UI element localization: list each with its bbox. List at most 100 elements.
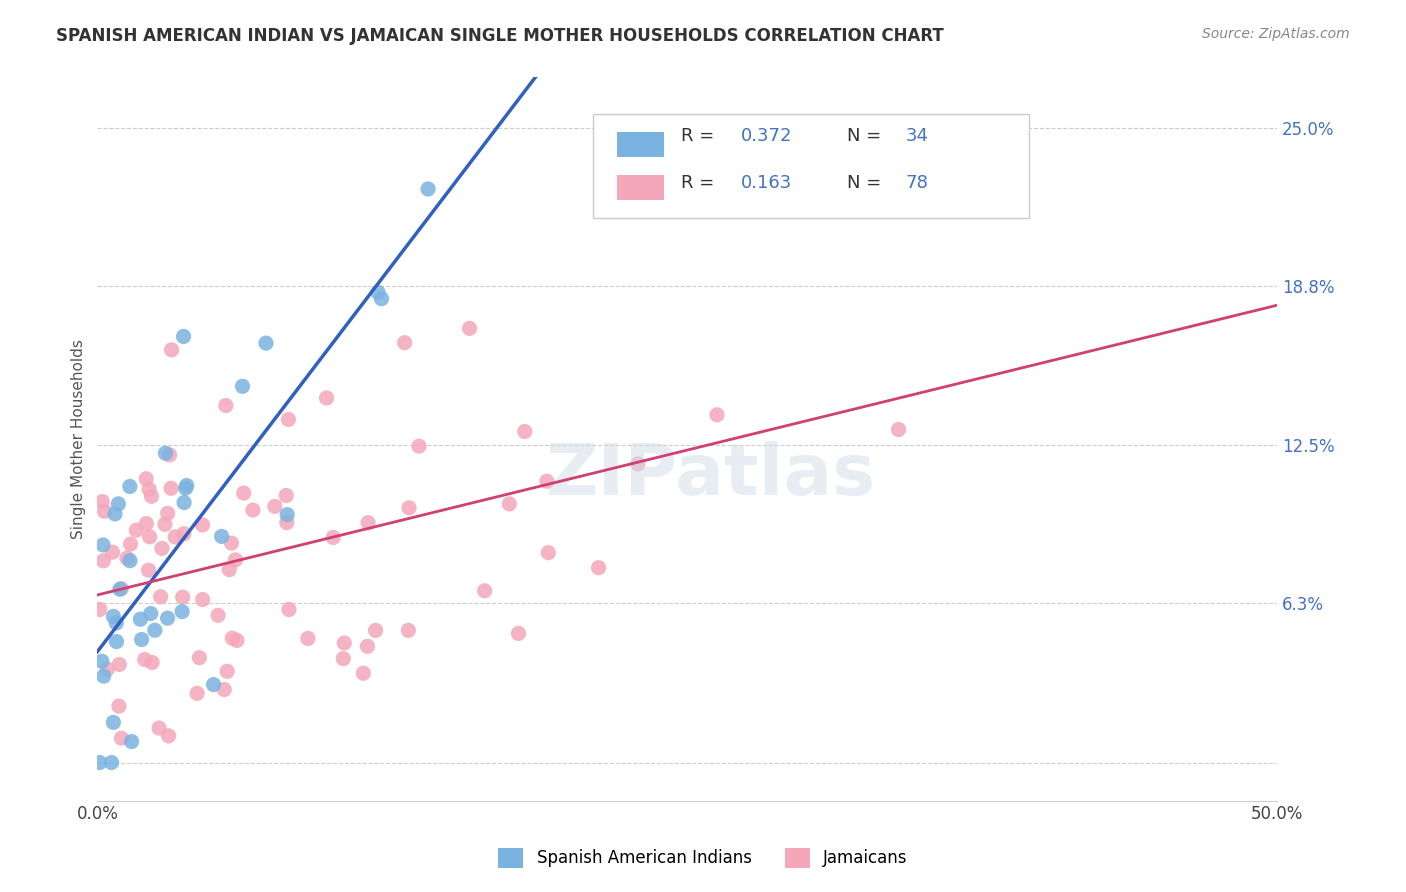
Point <box>278 602 301 616</box>
Point <box>364 624 387 638</box>
Point <box>138 563 160 577</box>
Point <box>218 563 240 577</box>
Point <box>160 481 183 495</box>
Point <box>276 489 298 503</box>
Point <box>367 285 389 300</box>
Point <box>107 497 129 511</box>
Point <box>143 624 166 638</box>
Point <box>139 607 162 621</box>
Point <box>156 506 179 520</box>
Point <box>536 474 558 488</box>
Text: 34: 34 <box>905 127 928 145</box>
Point <box>276 516 298 530</box>
Point <box>176 478 198 492</box>
Point <box>254 336 277 351</box>
Point <box>173 329 195 343</box>
Point <box>103 609 125 624</box>
Point <box>159 448 181 462</box>
Point <box>887 423 910 437</box>
Point <box>118 554 141 568</box>
Point <box>157 729 180 743</box>
Point <box>277 412 299 426</box>
Point <box>759 186 782 200</box>
Point <box>315 391 337 405</box>
Point <box>155 446 177 460</box>
Point <box>224 553 246 567</box>
Text: 0.163: 0.163 <box>741 174 792 192</box>
Point <box>172 590 194 604</box>
Point <box>537 546 560 560</box>
Point <box>215 399 238 413</box>
Point <box>115 551 138 566</box>
Point <box>135 472 157 486</box>
Point <box>357 516 380 530</box>
Text: R =: R = <box>682 174 720 192</box>
Point <box>149 590 172 604</box>
Point <box>231 379 253 393</box>
Point <box>474 583 496 598</box>
Point <box>153 517 176 532</box>
Point <box>170 605 193 619</box>
Point <box>105 634 128 648</box>
Text: ZIPatlas: ZIPatlas <box>546 441 876 509</box>
Point <box>156 611 179 625</box>
Point <box>333 636 356 650</box>
Point <box>627 457 650 471</box>
Point <box>396 624 419 638</box>
Point <box>207 608 229 623</box>
Point <box>91 494 114 508</box>
Y-axis label: Single Mother Households: Single Mother Households <box>72 339 86 539</box>
Point <box>416 182 439 196</box>
Point <box>217 665 239 679</box>
Point <box>202 678 225 692</box>
Point <box>408 439 430 453</box>
Point <box>121 734 143 748</box>
Point <box>398 500 420 515</box>
Point <box>93 554 115 568</box>
Point <box>100 756 122 770</box>
Point <box>458 321 481 335</box>
Point <box>141 656 163 670</box>
Point <box>588 560 610 574</box>
Point <box>110 582 132 596</box>
Point <box>211 529 233 543</box>
Point <box>120 537 142 551</box>
Point <box>89 602 111 616</box>
Point <box>508 626 530 640</box>
Point <box>276 508 298 522</box>
Point <box>322 530 344 544</box>
Point <box>148 721 170 735</box>
Point <box>498 497 520 511</box>
FancyBboxPatch shape <box>593 113 1029 219</box>
Point <box>108 582 131 597</box>
Point <box>125 523 148 537</box>
Point <box>105 615 128 630</box>
Point <box>297 632 319 646</box>
Point <box>264 500 287 514</box>
Point <box>108 657 131 672</box>
Point <box>242 503 264 517</box>
Point <box>221 631 243 645</box>
Point <box>394 335 416 350</box>
Point <box>129 612 152 626</box>
Text: R =: R = <box>682 127 720 145</box>
Point <box>134 652 156 666</box>
Point <box>173 526 195 541</box>
Point <box>91 538 114 552</box>
Point <box>141 489 163 503</box>
Point <box>118 479 141 493</box>
Text: Source: ZipAtlas.com: Source: ZipAtlas.com <box>1202 27 1350 41</box>
FancyBboxPatch shape <box>616 175 664 201</box>
Text: N =: N = <box>846 174 887 192</box>
Legend: Spanish American Indians, Jamaicans: Spanish American Indians, Jamaicans <box>492 841 914 875</box>
Point <box>226 633 249 648</box>
Point <box>214 682 236 697</box>
Text: 0.372: 0.372 <box>741 127 792 145</box>
Point <box>188 650 211 665</box>
Point <box>352 666 374 681</box>
Point <box>165 530 187 544</box>
Point <box>93 669 115 683</box>
Point <box>356 640 378 654</box>
Point <box>191 518 214 533</box>
Point <box>370 292 392 306</box>
